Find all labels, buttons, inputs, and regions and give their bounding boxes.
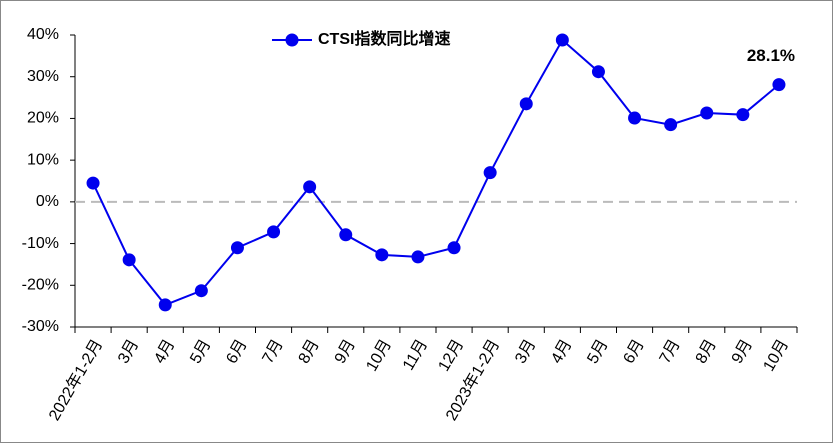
marker (736, 108, 750, 122)
marker (267, 225, 281, 239)
value-label: 28.1% (747, 46, 795, 65)
y-tick-label: 30% (27, 68, 59, 85)
marker (339, 228, 353, 242)
legend-label: CTSI指数同比增速 (318, 29, 450, 48)
y-tick-label: 40% (27, 26, 59, 43)
marker (158, 298, 172, 312)
marker (447, 241, 461, 255)
y-tick-label: 0% (36, 193, 59, 210)
y-tick-label: 10% (27, 151, 59, 168)
marker (230, 241, 244, 255)
marker (591, 65, 605, 79)
marker (772, 78, 786, 92)
marker (628, 111, 642, 125)
marker (86, 176, 100, 190)
marker (700, 106, 714, 120)
marker (519, 97, 533, 111)
marker (664, 118, 678, 132)
y-tick-label: -20% (22, 277, 59, 294)
marker (194, 284, 208, 298)
y-tick-label: -10% (22, 235, 59, 252)
marker (483, 166, 497, 180)
y-tick-label: -30% (22, 318, 59, 335)
legend-marker (285, 33, 299, 47)
marker (555, 33, 569, 47)
marker (122, 253, 136, 267)
marker (411, 250, 425, 264)
marker (303, 180, 317, 194)
marker (375, 248, 389, 262)
y-tick-label: 20% (27, 110, 59, 127)
